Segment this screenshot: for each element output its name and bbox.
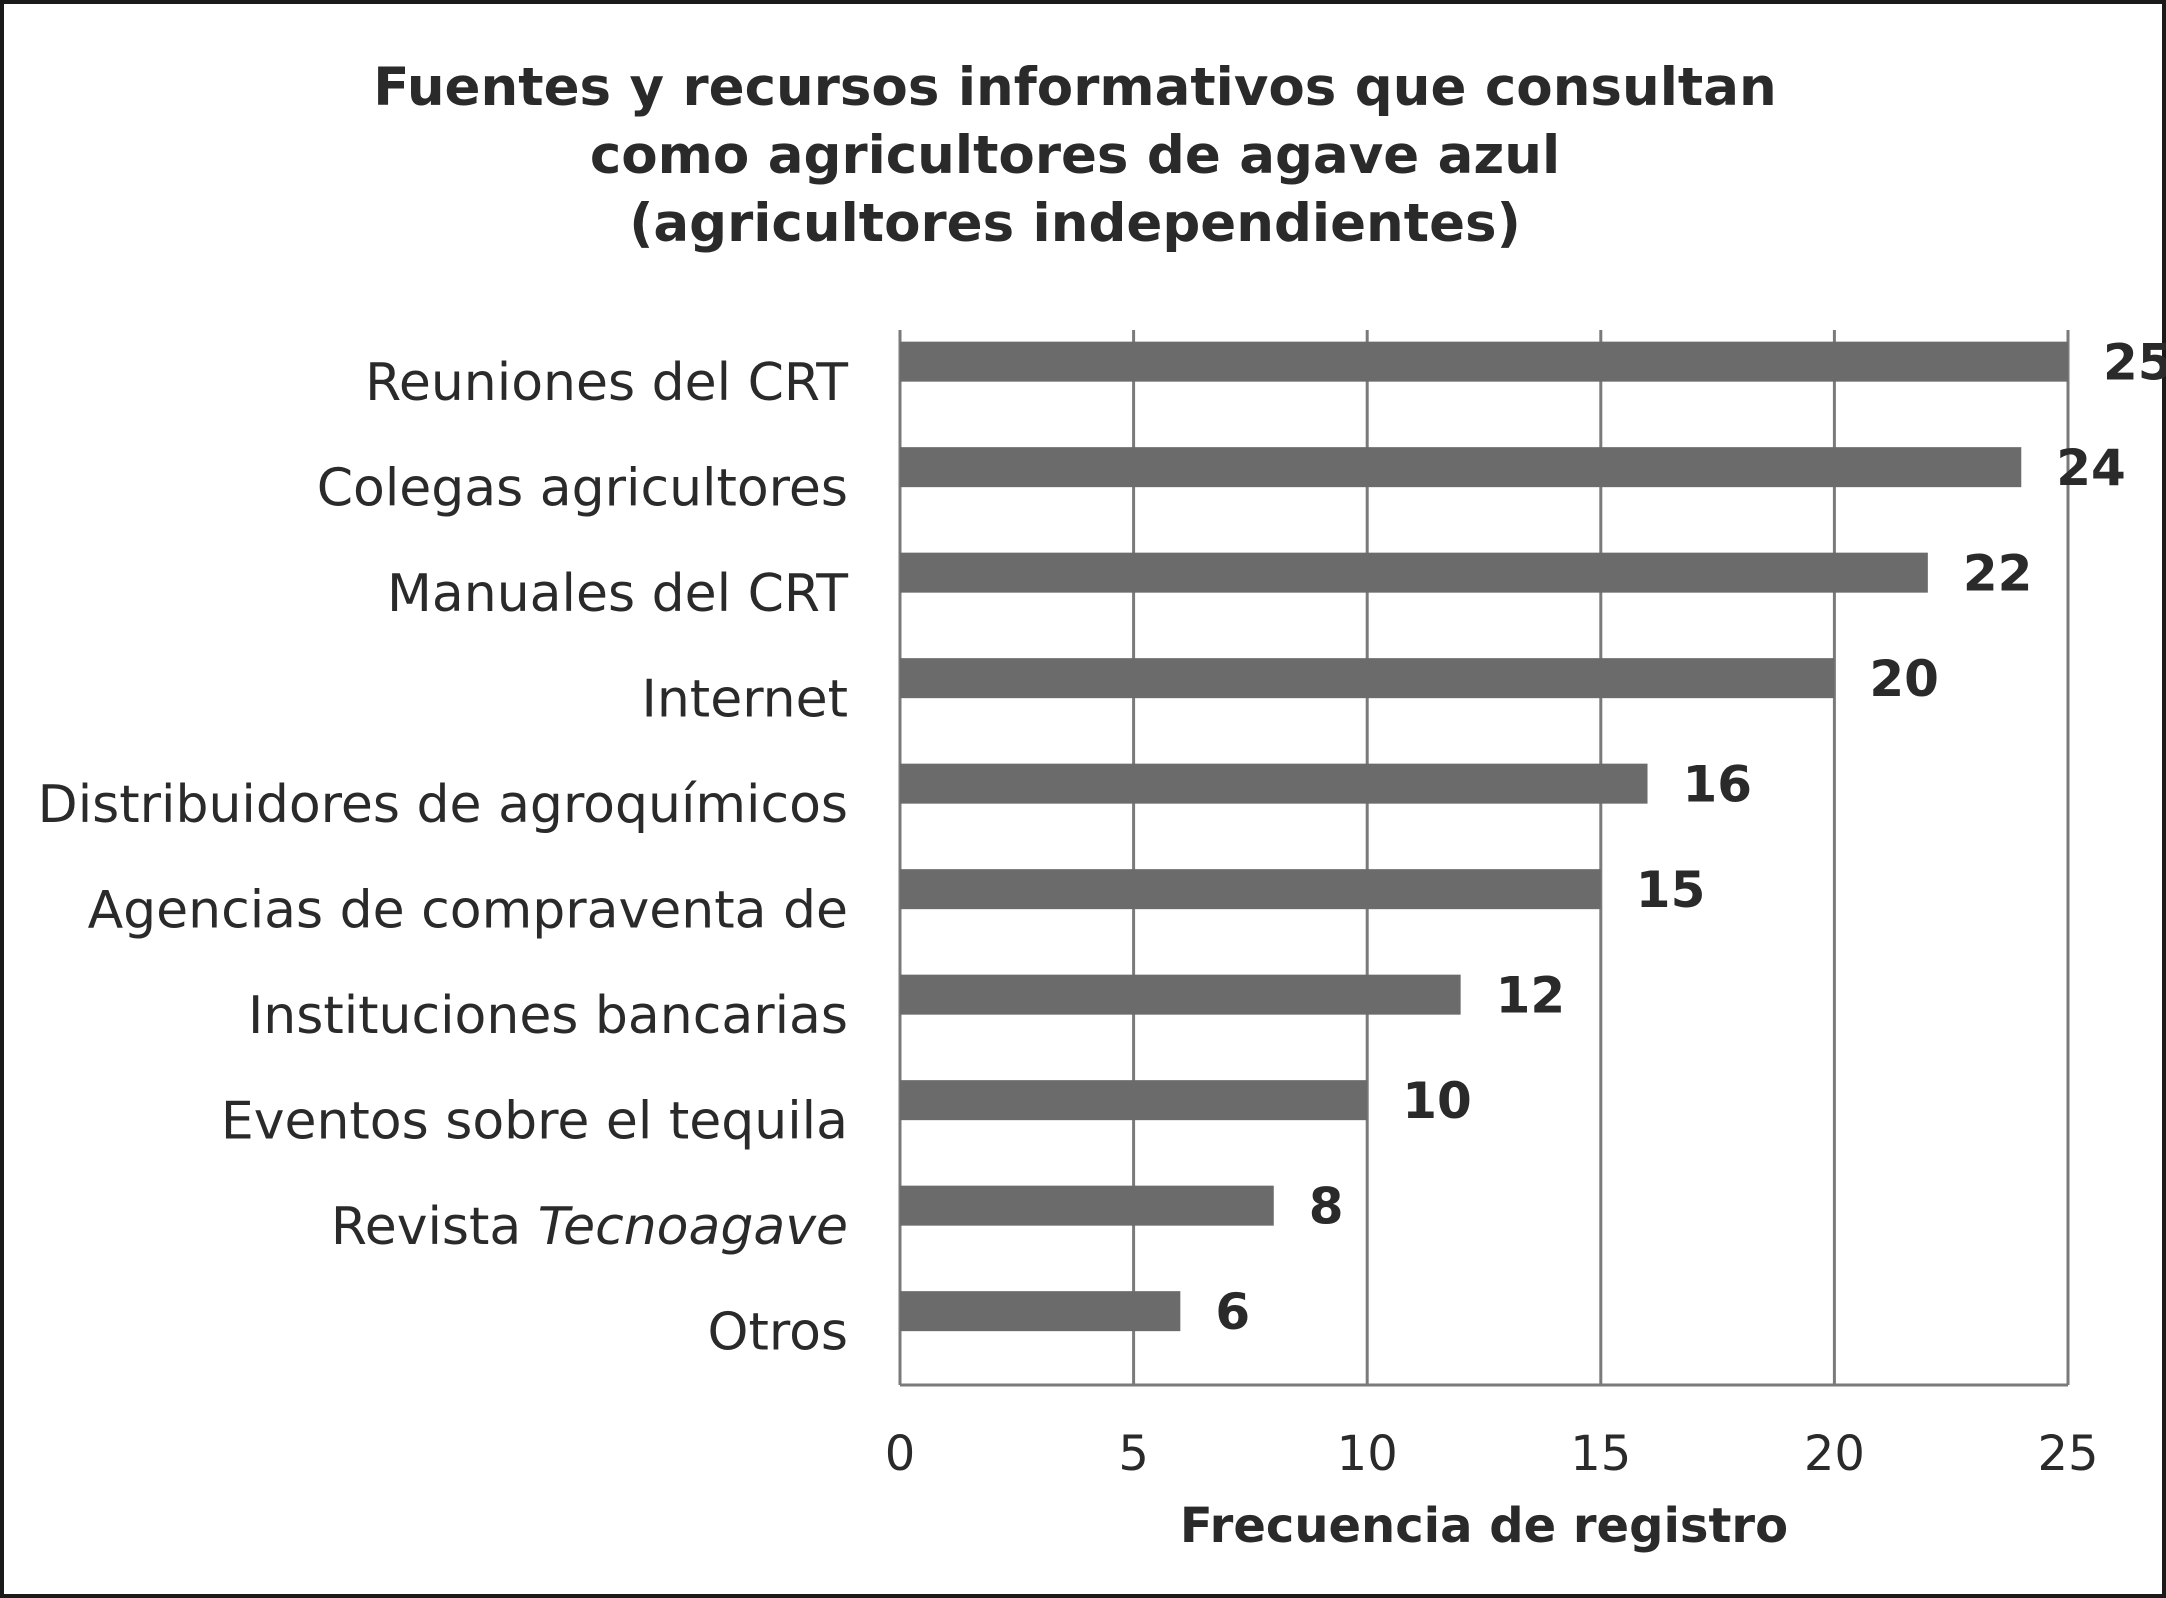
gridlines xyxy=(898,330,2070,1387)
chart-title-line: (agricultores independientes) xyxy=(629,193,1521,254)
bar xyxy=(900,658,1835,699)
category-label: Eventos sobre el tequila xyxy=(221,1091,848,1151)
chart-title-line: Fuentes y recursos informativos que cons… xyxy=(373,57,1776,118)
bar xyxy=(900,763,1648,804)
chart-title: Fuentes y recursos informativos que cons… xyxy=(373,57,1776,254)
bar xyxy=(900,869,1601,910)
x-tick-label: 0 xyxy=(885,1426,916,1482)
category-label: Manuales del CRT xyxy=(387,564,848,624)
bar xyxy=(900,341,2068,382)
category-label: Internet xyxy=(642,669,848,729)
category-label: Instituciones bancarias xyxy=(248,986,848,1046)
value-label: 25 xyxy=(2103,334,2166,392)
bar xyxy=(900,552,1928,593)
category-label: Otros xyxy=(708,1302,848,1362)
value-label: 22 xyxy=(1963,545,2033,603)
bar xyxy=(900,1291,1181,1332)
bar xyxy=(900,1185,1274,1226)
chart-title-line: como agricultores de agave azul xyxy=(590,125,1560,186)
category-label: Distribuidores de agroquímicos xyxy=(38,775,848,835)
bars xyxy=(900,341,2068,1332)
x-tick-label: 20 xyxy=(1804,1426,1865,1482)
value-label: 10 xyxy=(1402,1072,1472,1130)
x-tick-labels: 0 5 10 15 20 25 xyxy=(885,1426,2099,1482)
category-label: Agencias de compraventa de xyxy=(88,880,848,940)
value-label: 15 xyxy=(1636,861,1706,919)
bar xyxy=(900,447,2022,488)
value-label: 24 xyxy=(2056,439,2126,497)
x-tick-label: 15 xyxy=(1570,1426,1631,1482)
value-label: 16 xyxy=(1683,756,1753,814)
x-tick-label: 25 xyxy=(2037,1426,2098,1482)
value-labels: 25 24 22 20 16 15 12 10 8 6 xyxy=(1215,334,2166,1342)
bar xyxy=(900,1080,1368,1121)
x-tick-label: 5 xyxy=(1118,1426,1149,1482)
category-labels: Reuniones del CRT Colegas agricultores Man… xyxy=(38,353,849,1363)
value-label: 12 xyxy=(1496,967,1566,1025)
category-label: Revista Tecnoagave xyxy=(331,1197,848,1257)
category-label: Reuniones del CRT xyxy=(365,353,848,413)
x-tick-label: 10 xyxy=(1337,1426,1398,1482)
value-label: 20 xyxy=(1869,650,1939,708)
bar xyxy=(900,974,1461,1015)
value-label: 6 xyxy=(1215,1283,1250,1341)
x-axis-label: Frecuencia de registro xyxy=(1180,1498,1788,1554)
category-label: Colegas agricultores xyxy=(317,458,848,518)
value-label: 8 xyxy=(1309,1178,1344,1236)
